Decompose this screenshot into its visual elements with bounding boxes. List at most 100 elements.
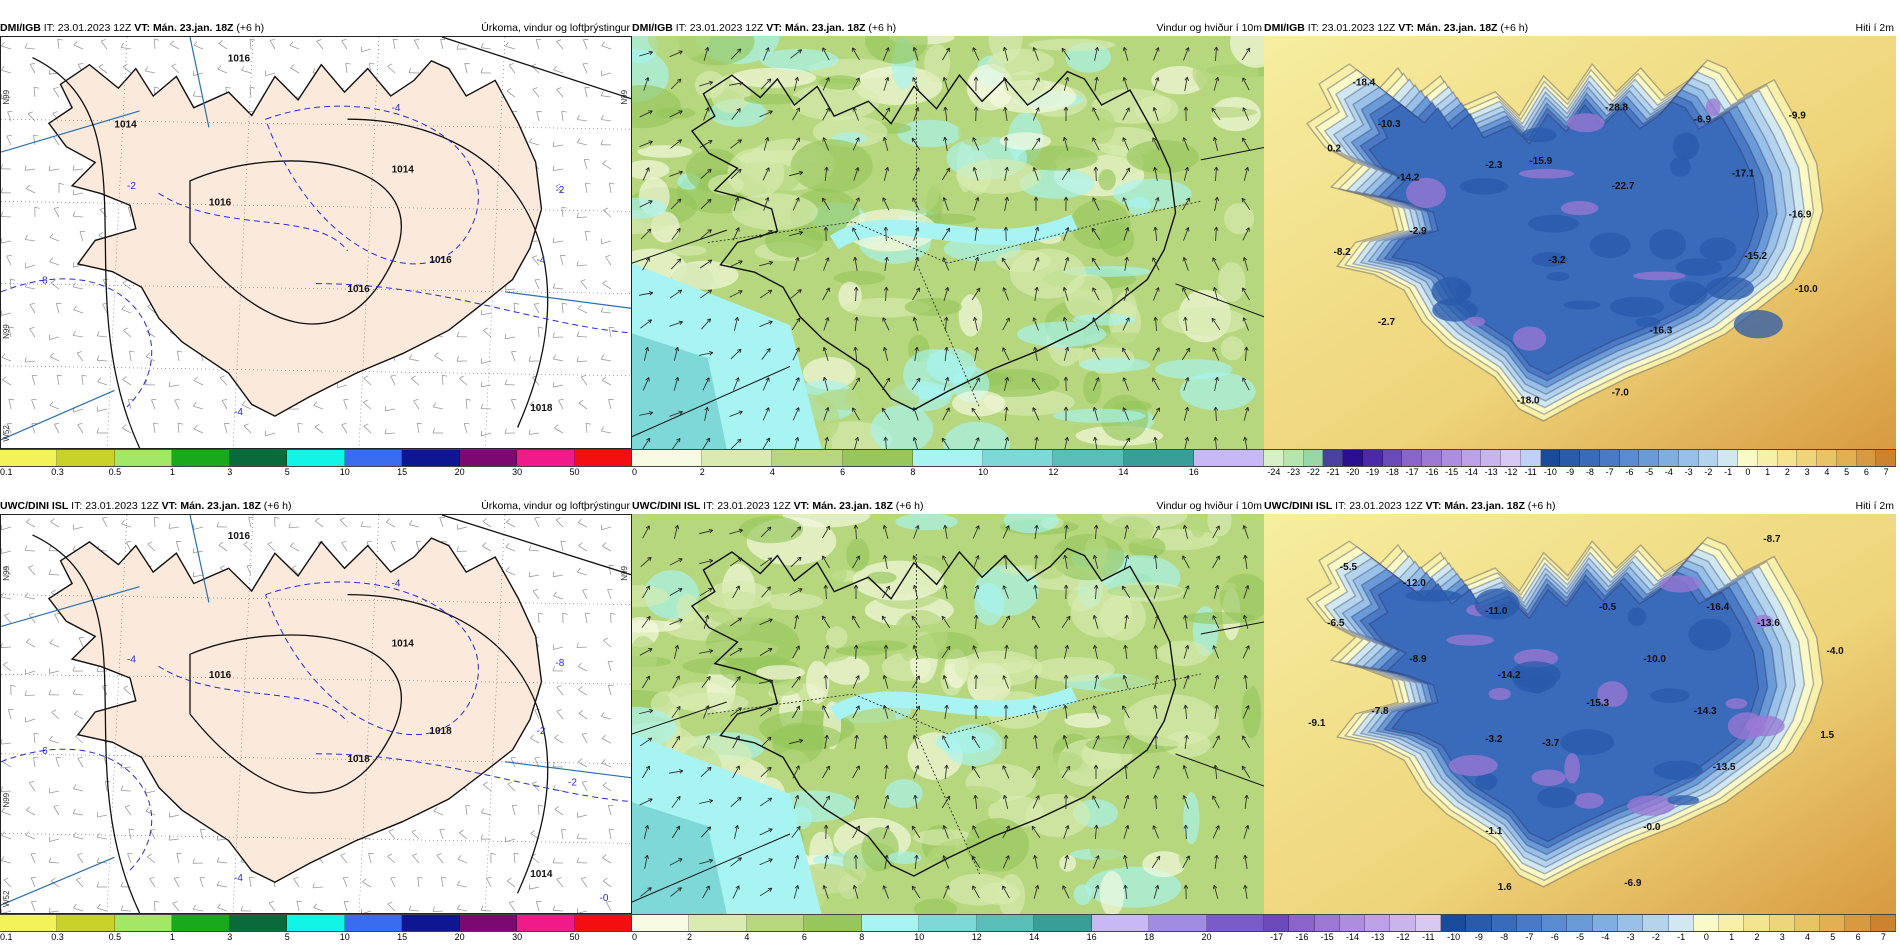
legend-label: 0.5: [108, 467, 122, 477]
temperature-value: -3.7: [1542, 738, 1560, 749]
legend-label: 10: [914, 932, 925, 942]
temperature-line-label: -2: [537, 726, 546, 737]
temperature-line-label: -4: [392, 103, 401, 114]
panel-temp-row1: DMI/IGB IT: 23.01.2023 12Z VT: Mán. 23.j…: [1264, 20, 1900, 477]
temperature-value: -3.2: [1485, 734, 1503, 745]
legend-swatch: [1466, 915, 1492, 931]
legend-label: 1: [1729, 932, 1735, 942]
legend-swatch: [1501, 450, 1521, 466]
temperature-value: -0.5: [1599, 602, 1617, 613]
wind-map: [632, 36, 1264, 449]
legend-swatch: [1516, 915, 1543, 931]
isobar-label: 1016: [209, 670, 232, 681]
meridians: [1, 37, 631, 441]
legend-swatch: [574, 915, 632, 931]
legend-swatch: [1567, 915, 1593, 931]
legend-label: -2: [1651, 932, 1660, 942]
legend-swatch: [0, 915, 58, 931]
isobar-label: 1014: [392, 165, 415, 176]
temperature-value: -18.4: [1353, 78, 1376, 89]
legend-swatch: [57, 915, 115, 931]
temperature-value: -4.0: [1827, 646, 1845, 657]
legend-swatch: [1617, 915, 1644, 931]
legend-swatch: [1639, 450, 1659, 466]
legend-labels: -24 -23 -22 -21 -20 -19 -18 -17 -16 -15 -14 -13 -12-…: [1264, 467, 1896, 479]
it-label: IT:: [1307, 22, 1319, 34]
panel-wind-row2: UWC/DINI ISL IT: 23.01.2023 12Z VT: Mán.…: [632, 498, 1264, 948]
precip-map: 1016 1016 1014 1016 1016 1018 1014 -4 -2 -8 -4 -2 -4…: [0, 36, 632, 449]
legend-label: -19: [1366, 467, 1380, 477]
cold-pockets: [1406, 98, 1783, 351]
lead-time: (+6 h): [1527, 500, 1556, 512]
temperature-value: -7.8: [1371, 706, 1389, 717]
model-name: DMI/IGB: [1264, 22, 1305, 34]
it-label: IT:: [1335, 500, 1347, 512]
legend-swatch: [1870, 915, 1897, 931]
legend-color-bar: [0, 449, 632, 467]
legend-label: -16: [1425, 467, 1439, 477]
legend-label: 3: [227, 932, 233, 942]
legend-swatch: [229, 915, 288, 931]
legend-label: 6: [840, 467, 846, 477]
legend-swatch: [689, 915, 747, 931]
model-name: DMI/IGB: [0, 22, 41, 34]
legend-swatch: [459, 915, 518, 931]
vt-value: Mán. 23.jan. 18Z: [152, 22, 234, 34]
legend-label: 20: [1201, 932, 1212, 942]
legend-label: 1: [169, 932, 175, 942]
temperature-value: -11.0: [1485, 606, 1508, 617]
legend-swatch: [1744, 915, 1770, 931]
temperature-value: -18.0: [1517, 396, 1540, 407]
latitude-label: N99: [2, 792, 11, 807]
temperature-value: -16.3: [1650, 325, 1673, 336]
legend-label: -12: [1504, 467, 1518, 477]
latitude-label: N99: [2, 324, 11, 339]
temperature-line-label: -4: [392, 579, 401, 590]
it-value: 23.01.2023 12Z: [85, 500, 159, 512]
vt-value: Mán. 23.jan. 18Z: [812, 500, 893, 512]
legend-swatch: [517, 450, 575, 466]
legend-labels: -17 -16 -15 -14 -13 -12 -11 -10 -9 -8 -7 -6 -5 -4 -3 -2…: [1264, 932, 1896, 944]
legend-swatch: [1540, 450, 1561, 466]
temperature-value: -8.9: [1409, 654, 1427, 665]
legend-label: 4: [744, 932, 750, 942]
legend-swatch: [1034, 915, 1092, 931]
vt-label: VT:: [766, 22, 783, 34]
model-name: UWC/DINI ISL: [1264, 500, 1333, 512]
temperature-value: -10.3: [1378, 119, 1401, 130]
legend-label: 5: [284, 932, 290, 942]
legend-swatch: [1422, 450, 1442, 466]
iceland-coastline: [690, 547, 1177, 877]
legend-label: -7: [1525, 932, 1534, 942]
lead-time: (+6 h): [263, 500, 292, 512]
latitude-label: N99: [2, 565, 11, 580]
temperature-value: -6.9: [1694, 115, 1712, 126]
legend-label: -21: [1326, 467, 1340, 477]
legend-label: -24: [1267, 467, 1281, 477]
sector-lines: [632, 147, 1264, 438]
legend-label: -15: [1320, 932, 1334, 942]
legend-swatch: [1415, 915, 1441, 931]
legend-swatch: [1149, 915, 1207, 931]
legend-label: -1: [1724, 467, 1733, 477]
legend-label: 18: [1144, 932, 1155, 942]
wind-legend: 0 2 4 6 8 10 12 14 16: [632, 449, 1264, 479]
legend-label: 0.1: [0, 467, 13, 477]
legend-label: 10: [978, 467, 989, 477]
legend-swatch: [1283, 450, 1304, 466]
it-value: 23.01.2023 12Z: [1321, 22, 1396, 34]
legend-swatch: [1817, 450, 1837, 466]
legend-swatch: [842, 450, 913, 466]
legend-label: -23: [1287, 467, 1301, 477]
legend-label: -17: [1405, 467, 1419, 477]
legend-label: 50: [569, 932, 580, 942]
precip-map: 1016 1016 1014 1018 1018 1014 -4 -4 -6 -2 -8 -4 -2 -0…: [0, 514, 632, 914]
isobar-label: 1016: [209, 198, 232, 209]
isobar-label: 1018: [348, 754, 371, 765]
legend-label: -10: [1543, 467, 1557, 477]
legend-swatch: [1668, 915, 1694, 931]
legend-swatch: [1698, 450, 1719, 466]
legend-label: 4: [1824, 467, 1830, 477]
vt-label: VT:: [793, 500, 810, 512]
legend-label: -17: [1270, 932, 1284, 942]
